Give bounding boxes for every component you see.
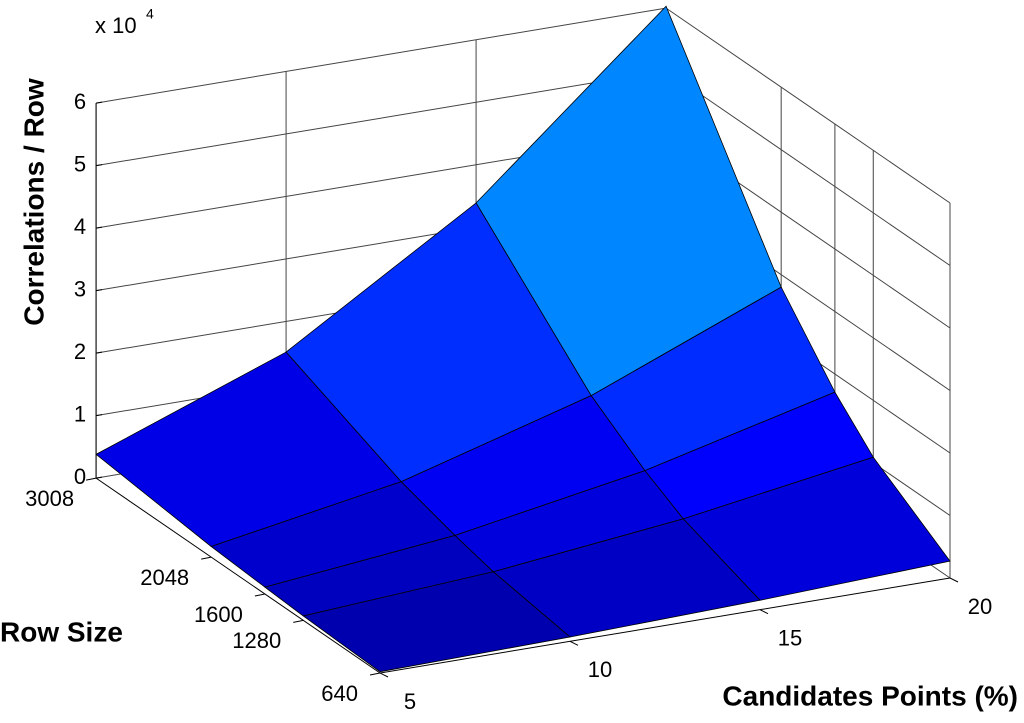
z-tick-label: 3: [74, 276, 86, 301]
tick-mark: [379, 672, 389, 678]
z-tick-label: 6: [74, 89, 86, 114]
x-axis-label: Candidates Points (%): [722, 680, 1018, 711]
axis-line: [379, 577, 951, 674]
tick-mark: [95, 164, 103, 167]
tick-mark: [201, 556, 212, 560]
tick-mark: [95, 101, 103, 104]
grid-line: [95, 7, 667, 104]
tick-mark: [369, 672, 381, 676]
tick-mark: [293, 619, 304, 623]
x-tick-label: 15: [778, 625, 802, 650]
y-axis-label: Row Size: [0, 616, 123, 647]
grid-line: [95, 70, 667, 167]
tick-mark: [254, 593, 265, 597]
multiplier-exponent: 4: [146, 6, 154, 22]
y-tick-label: 640: [321, 681, 358, 706]
tick-mark: [95, 476, 103, 479]
tick-mark: [95, 414, 103, 417]
grid-line: [665, 7, 951, 204]
z-tick-label: 4: [74, 214, 86, 239]
tick-mark: [759, 609, 769, 615]
x-tick-label: 20: [968, 594, 992, 619]
surface-face: [302, 571, 571, 673]
z-tick-label: 1: [74, 401, 86, 426]
y-tick-label: 1600: [194, 602, 243, 627]
tick-mark: [569, 640, 579, 646]
tick-mark: [95, 351, 103, 354]
z-tick-label: 0: [74, 464, 86, 489]
tick-mark: [95, 289, 103, 292]
grid-line: [665, 70, 951, 266]
multiplier: x 10: [95, 13, 137, 38]
z-axis-label: Correlations / Row: [18, 78, 49, 326]
x-tick-label: 10: [588, 657, 612, 682]
z-tick-label: 2: [74, 339, 86, 364]
tick-mark: [85, 477, 97, 481]
tick-mark: [949, 577, 959, 583]
axis-line: [95, 477, 381, 674]
tick-mark: [95, 226, 103, 229]
y-tick-label: 2048: [140, 565, 189, 590]
z-tick-label: 5: [74, 151, 86, 176]
y-tick-label: 1280: [232, 628, 281, 653]
x-tick-label: 5: [404, 689, 416, 714]
y-tick-label: 3008: [25, 486, 74, 511]
